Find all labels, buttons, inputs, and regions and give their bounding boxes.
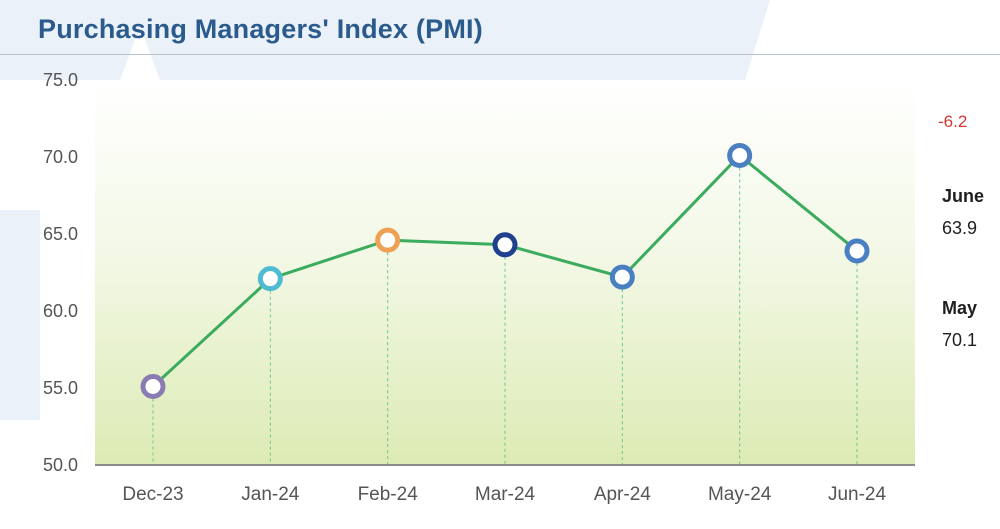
x-tick-label: Mar-24 (475, 484, 536, 505)
current-month-value: 63.9 (942, 218, 978, 238)
title-divider (0, 54, 1000, 55)
data-point-marker (844, 238, 870, 264)
previous-month-value: 70.1 (942, 330, 978, 350)
x-tick-label: May-24 (708, 484, 772, 505)
change-value: -6.2 (938, 112, 968, 131)
y-tick-label: 55.0 (43, 378, 78, 398)
x-tick-label: Feb-24 (358, 484, 419, 505)
previous-month-label: May (942, 298, 978, 318)
y-tick-label: 60.0 (43, 301, 78, 321)
data-point-marker (609, 264, 635, 290)
current-month-label: June (942, 186, 985, 206)
x-tick-label: Apr-24 (594, 484, 651, 505)
data-point-marker (492, 232, 518, 258)
x-tick-label: Dec-23 (122, 484, 183, 505)
x-tick-label: Jun-24 (828, 484, 887, 505)
y-tick-label: 75.0 (43, 70, 78, 90)
x-tick-label: Jan-24 (241, 484, 300, 505)
data-point-marker (140, 373, 166, 399)
y-tick-label: 50.0 (43, 455, 78, 475)
chart-title: Purchasing Managers' Index (PMI) (38, 14, 483, 44)
y-tick-label: 65.0 (43, 224, 78, 244)
data-point-marker (375, 227, 401, 253)
data-point-marker (727, 142, 753, 168)
data-point-marker (257, 266, 283, 292)
y-tick-label: 70.0 (43, 147, 78, 167)
